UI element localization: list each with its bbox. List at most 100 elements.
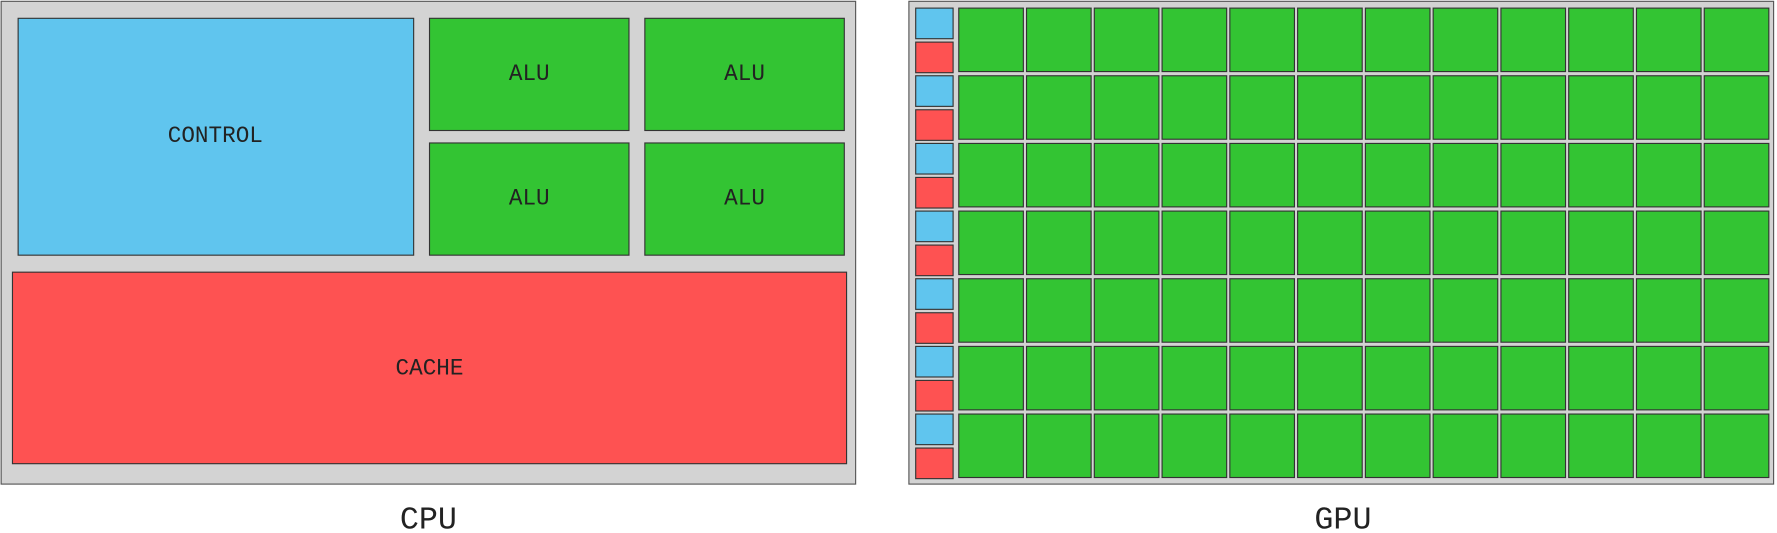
gpu-alu [1568,278,1634,343]
alu-label: ALU [509,61,550,87]
gpu-alu [1161,75,1228,140]
gpu-alu [1703,345,1770,411]
gpu-alu [1025,278,1092,343]
gpu-caption: GPU [1314,503,1371,533]
gpu-alu [1500,7,1567,73]
gpu-alu [1635,210,1702,276]
gpu-cache [915,109,954,141]
gpu-alu [1568,345,1634,411]
cache-label: CACHE [396,355,464,381]
gpu-alu [1500,278,1567,343]
gpu-alu [1432,210,1499,276]
gpu-alu [1229,75,1296,140]
gpu-alu [1297,75,1363,140]
gpu-alu [1093,142,1160,208]
gpu-alu [958,413,1024,479]
gpu-alu [1093,75,1160,140]
cpu: CONTROL ALU ALU ALU ALU CACHE CPU [0,0,857,533]
gpu-alu [1025,142,1092,208]
gpu-alu [1364,345,1431,411]
alu-block [644,142,845,256]
gpu-alu [1568,413,1634,479]
gpu-cache [915,379,954,412]
gpu-alu [1093,278,1160,343]
gpu-alu [1568,7,1634,73]
gpu-alu [1297,345,1363,411]
gpu-alu [1297,7,1363,73]
gpu-control [915,413,954,446]
gpu-alu [1364,75,1431,140]
gpu-control [915,278,954,310]
gpu-alu [1229,142,1296,208]
gpu-alu [1500,75,1567,140]
gpu-alu [1229,7,1296,73]
gpu-alu [958,7,1024,73]
gpu-alu [958,210,1024,276]
gpu-alu [1297,413,1363,479]
alu-block [428,17,630,132]
alu-label: ALU [724,185,765,211]
gpu-alu [1568,75,1634,140]
gpu-cache [915,447,954,480]
gpu-alu [1229,345,1296,411]
gpu-alu [1093,7,1160,73]
gpu-cache [915,312,954,344]
alu-label: ALU [724,61,765,87]
gpu-alu [1568,142,1634,208]
gpu-alu [1432,75,1499,140]
gpu-cache [915,244,954,277]
gpu-alu [1432,142,1499,208]
gpu-alu [1025,413,1092,479]
control-block [17,17,415,256]
gpu-alu [1025,210,1092,276]
gpu-alu [1568,210,1634,276]
gpu-alu [1703,75,1770,140]
gpu-alu [1025,75,1092,140]
gpu-alu [1635,345,1702,411]
gpu-alu [1364,210,1431,276]
gpu-alu [1432,345,1499,411]
gpu-alu [1635,142,1702,208]
gpu-alu [1635,75,1702,140]
gpu-cache [915,176,954,209]
gpu-alu [1364,7,1431,73]
gpu-alu [1635,413,1702,479]
control-label: CONTROL [168,123,263,149]
gpu-alu [1161,142,1228,208]
gpu-alu [1432,7,1499,73]
gpu-alu [1500,142,1567,208]
gpu-alu [958,278,1024,343]
gpu-alu [1025,7,1092,73]
gpu-alu [958,345,1024,411]
alu-label: ALU [509,185,550,211]
gpu-alu [1161,210,1228,276]
alu-block [644,17,845,132]
alu-block [428,142,630,256]
gpu: GPU [908,0,1775,533]
gpu-alu [1703,413,1770,479]
gpu-control [915,345,954,378]
gpu-alu [1161,413,1228,479]
gpu-alu [1635,278,1702,343]
gpu-alu [1297,142,1363,208]
gpu-alu [1229,278,1296,343]
gpu-alu [1432,278,1499,343]
gpu-cache [915,41,954,74]
gpu-alu [1703,7,1770,73]
gpu-alu [1635,7,1702,73]
gpu-alu [1297,278,1363,343]
gpu-alu [1161,345,1228,411]
gpu-alu [1703,142,1770,208]
cache-block [11,271,848,465]
gpu-alu [1161,278,1228,343]
gpu-control [915,210,954,243]
gpu-alu [1025,345,1092,411]
gpu-alu [1364,413,1431,479]
gpu-alu [1364,278,1431,343]
gpu-alu [1703,210,1770,276]
gpu-alu [1364,142,1431,208]
gpu-alu [958,142,1024,208]
cpu-caption: CPU [400,503,457,533]
